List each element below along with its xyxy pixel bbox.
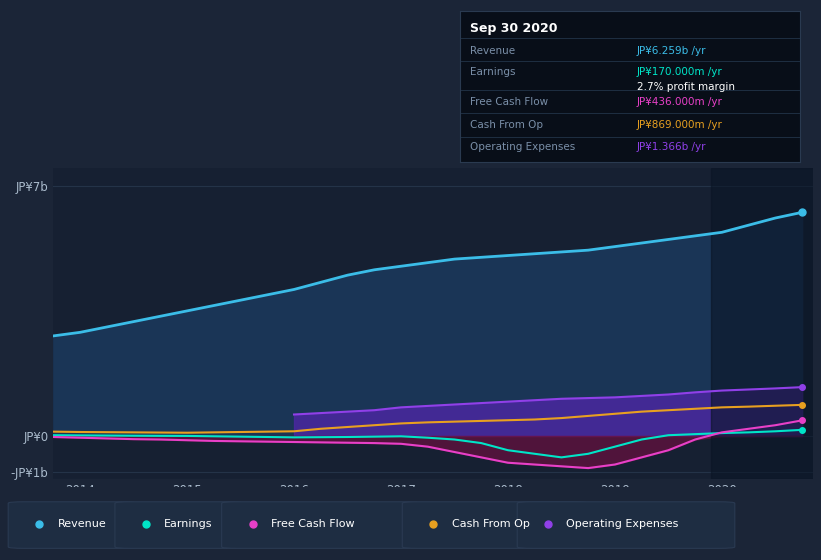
Text: Cash From Op: Cash From Op: [470, 120, 543, 129]
FancyBboxPatch shape: [8, 502, 135, 548]
Text: JP¥436.000m /yr: JP¥436.000m /yr: [637, 97, 722, 107]
Text: Cash From Op: Cash From Op: [452, 519, 530, 529]
Text: Revenue: Revenue: [57, 519, 106, 529]
FancyBboxPatch shape: [517, 502, 735, 548]
Text: JP¥170.000m /yr: JP¥170.000m /yr: [637, 67, 722, 77]
Text: Operating Expenses: Operating Expenses: [470, 142, 576, 152]
Text: Operating Expenses: Operating Expenses: [566, 519, 679, 529]
Text: Revenue: Revenue: [470, 45, 515, 55]
FancyBboxPatch shape: [115, 502, 242, 548]
Text: JP¥1.366b /yr: JP¥1.366b /yr: [637, 142, 706, 152]
Text: Earnings: Earnings: [470, 67, 516, 77]
Text: JP¥6.259b /yr: JP¥6.259b /yr: [637, 45, 706, 55]
FancyBboxPatch shape: [222, 502, 419, 548]
Text: 2.7% profit margin: 2.7% profit margin: [637, 82, 735, 92]
Text: Earnings: Earnings: [164, 519, 213, 529]
Text: Free Cash Flow: Free Cash Flow: [470, 97, 548, 107]
FancyBboxPatch shape: [402, 502, 587, 548]
Text: Sep 30 2020: Sep 30 2020: [470, 22, 557, 35]
Text: Free Cash Flow: Free Cash Flow: [271, 519, 355, 529]
Text: JP¥869.000m /yr: JP¥869.000m /yr: [637, 120, 722, 129]
Bar: [711, 168, 821, 479]
